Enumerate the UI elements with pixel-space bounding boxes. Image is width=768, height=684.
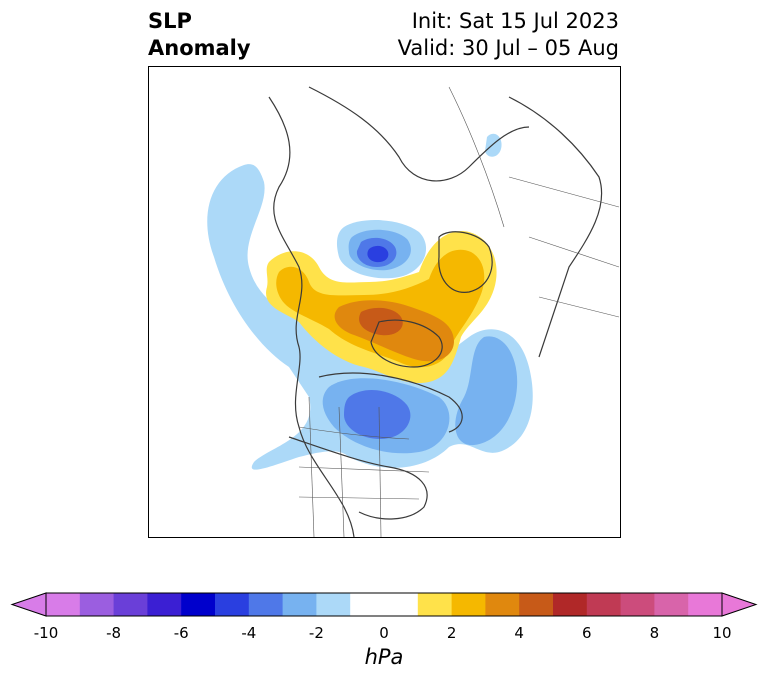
colorbar xyxy=(10,592,758,617)
colorbar-tick-label: -6 xyxy=(173,624,189,642)
coastlines xyxy=(268,86,603,537)
colorbar-tick-label: 2 xyxy=(446,624,457,642)
anomaly-region-mid-blue-atlantic xyxy=(455,336,518,446)
colorbar-cell xyxy=(485,593,520,616)
colorbar-tick-label: 0 xyxy=(379,624,389,642)
colorbar-cell xyxy=(147,593,182,616)
colorbar-cells xyxy=(46,593,723,616)
colorbar-cell xyxy=(181,593,216,616)
colorbar-cell xyxy=(688,593,723,616)
colorbar-cell xyxy=(113,593,148,616)
boundaries xyxy=(298,86,620,537)
valid-range: Valid: 30 Jul – 05 Aug xyxy=(397,36,619,60)
colorbar-tick-label: 10 xyxy=(712,624,732,642)
colorbar-tick-label: 6 xyxy=(582,624,592,642)
init-date: Init: Sat 15 Jul 2023 xyxy=(411,9,619,33)
colorbar-cell xyxy=(79,593,115,616)
colorbar-cell xyxy=(620,593,655,616)
title-variable-sub: Anomaly xyxy=(148,36,251,60)
colorbar-tick-label: -4 xyxy=(241,624,257,642)
anomaly-region-core-blue-arctic xyxy=(367,245,389,263)
colorbar-frame xyxy=(45,592,723,617)
colorbar-cell xyxy=(586,593,622,616)
colorbar-cell xyxy=(553,593,588,616)
colorbar-cell xyxy=(451,593,486,616)
anomaly-region-light-blue-pacific xyxy=(207,164,533,470)
anomaly-map xyxy=(207,86,620,537)
title-variable: SLP xyxy=(148,9,192,33)
colorbar-cell xyxy=(417,593,453,616)
colorbar-label: hPa xyxy=(364,645,404,669)
map-title-right: Init: Sat 15 Jul 2023 Valid: 30 Jul – 05… xyxy=(398,8,619,62)
colorbar-cell xyxy=(350,593,385,616)
colorbar-tick-label: 4 xyxy=(514,624,524,642)
colorbar-tick-label: -10 xyxy=(33,624,59,642)
colorbar-cell xyxy=(46,593,81,616)
colorbar-cell xyxy=(248,593,284,616)
map-title-left: SLP Anomaly xyxy=(148,8,251,62)
colorbar-cell xyxy=(519,593,554,616)
colorbar-cell xyxy=(215,593,250,616)
colorbar-tick-label: -8 xyxy=(106,624,122,642)
colorbar-cell xyxy=(384,593,419,616)
colorbar-extend-low xyxy=(10,592,47,617)
colorbar-tick-label: 8 xyxy=(649,624,660,642)
colorbar-extend-high xyxy=(721,592,758,617)
anomaly-region-dark-blue-america xyxy=(344,390,411,439)
map-panel xyxy=(148,66,621,538)
colorbar-cell xyxy=(316,593,351,616)
colorbar-tick-label: -2 xyxy=(308,624,324,642)
colorbar-cell xyxy=(282,593,317,616)
anomaly-region-light-blue-northeast xyxy=(485,133,502,157)
colorbar-cell xyxy=(654,593,689,616)
